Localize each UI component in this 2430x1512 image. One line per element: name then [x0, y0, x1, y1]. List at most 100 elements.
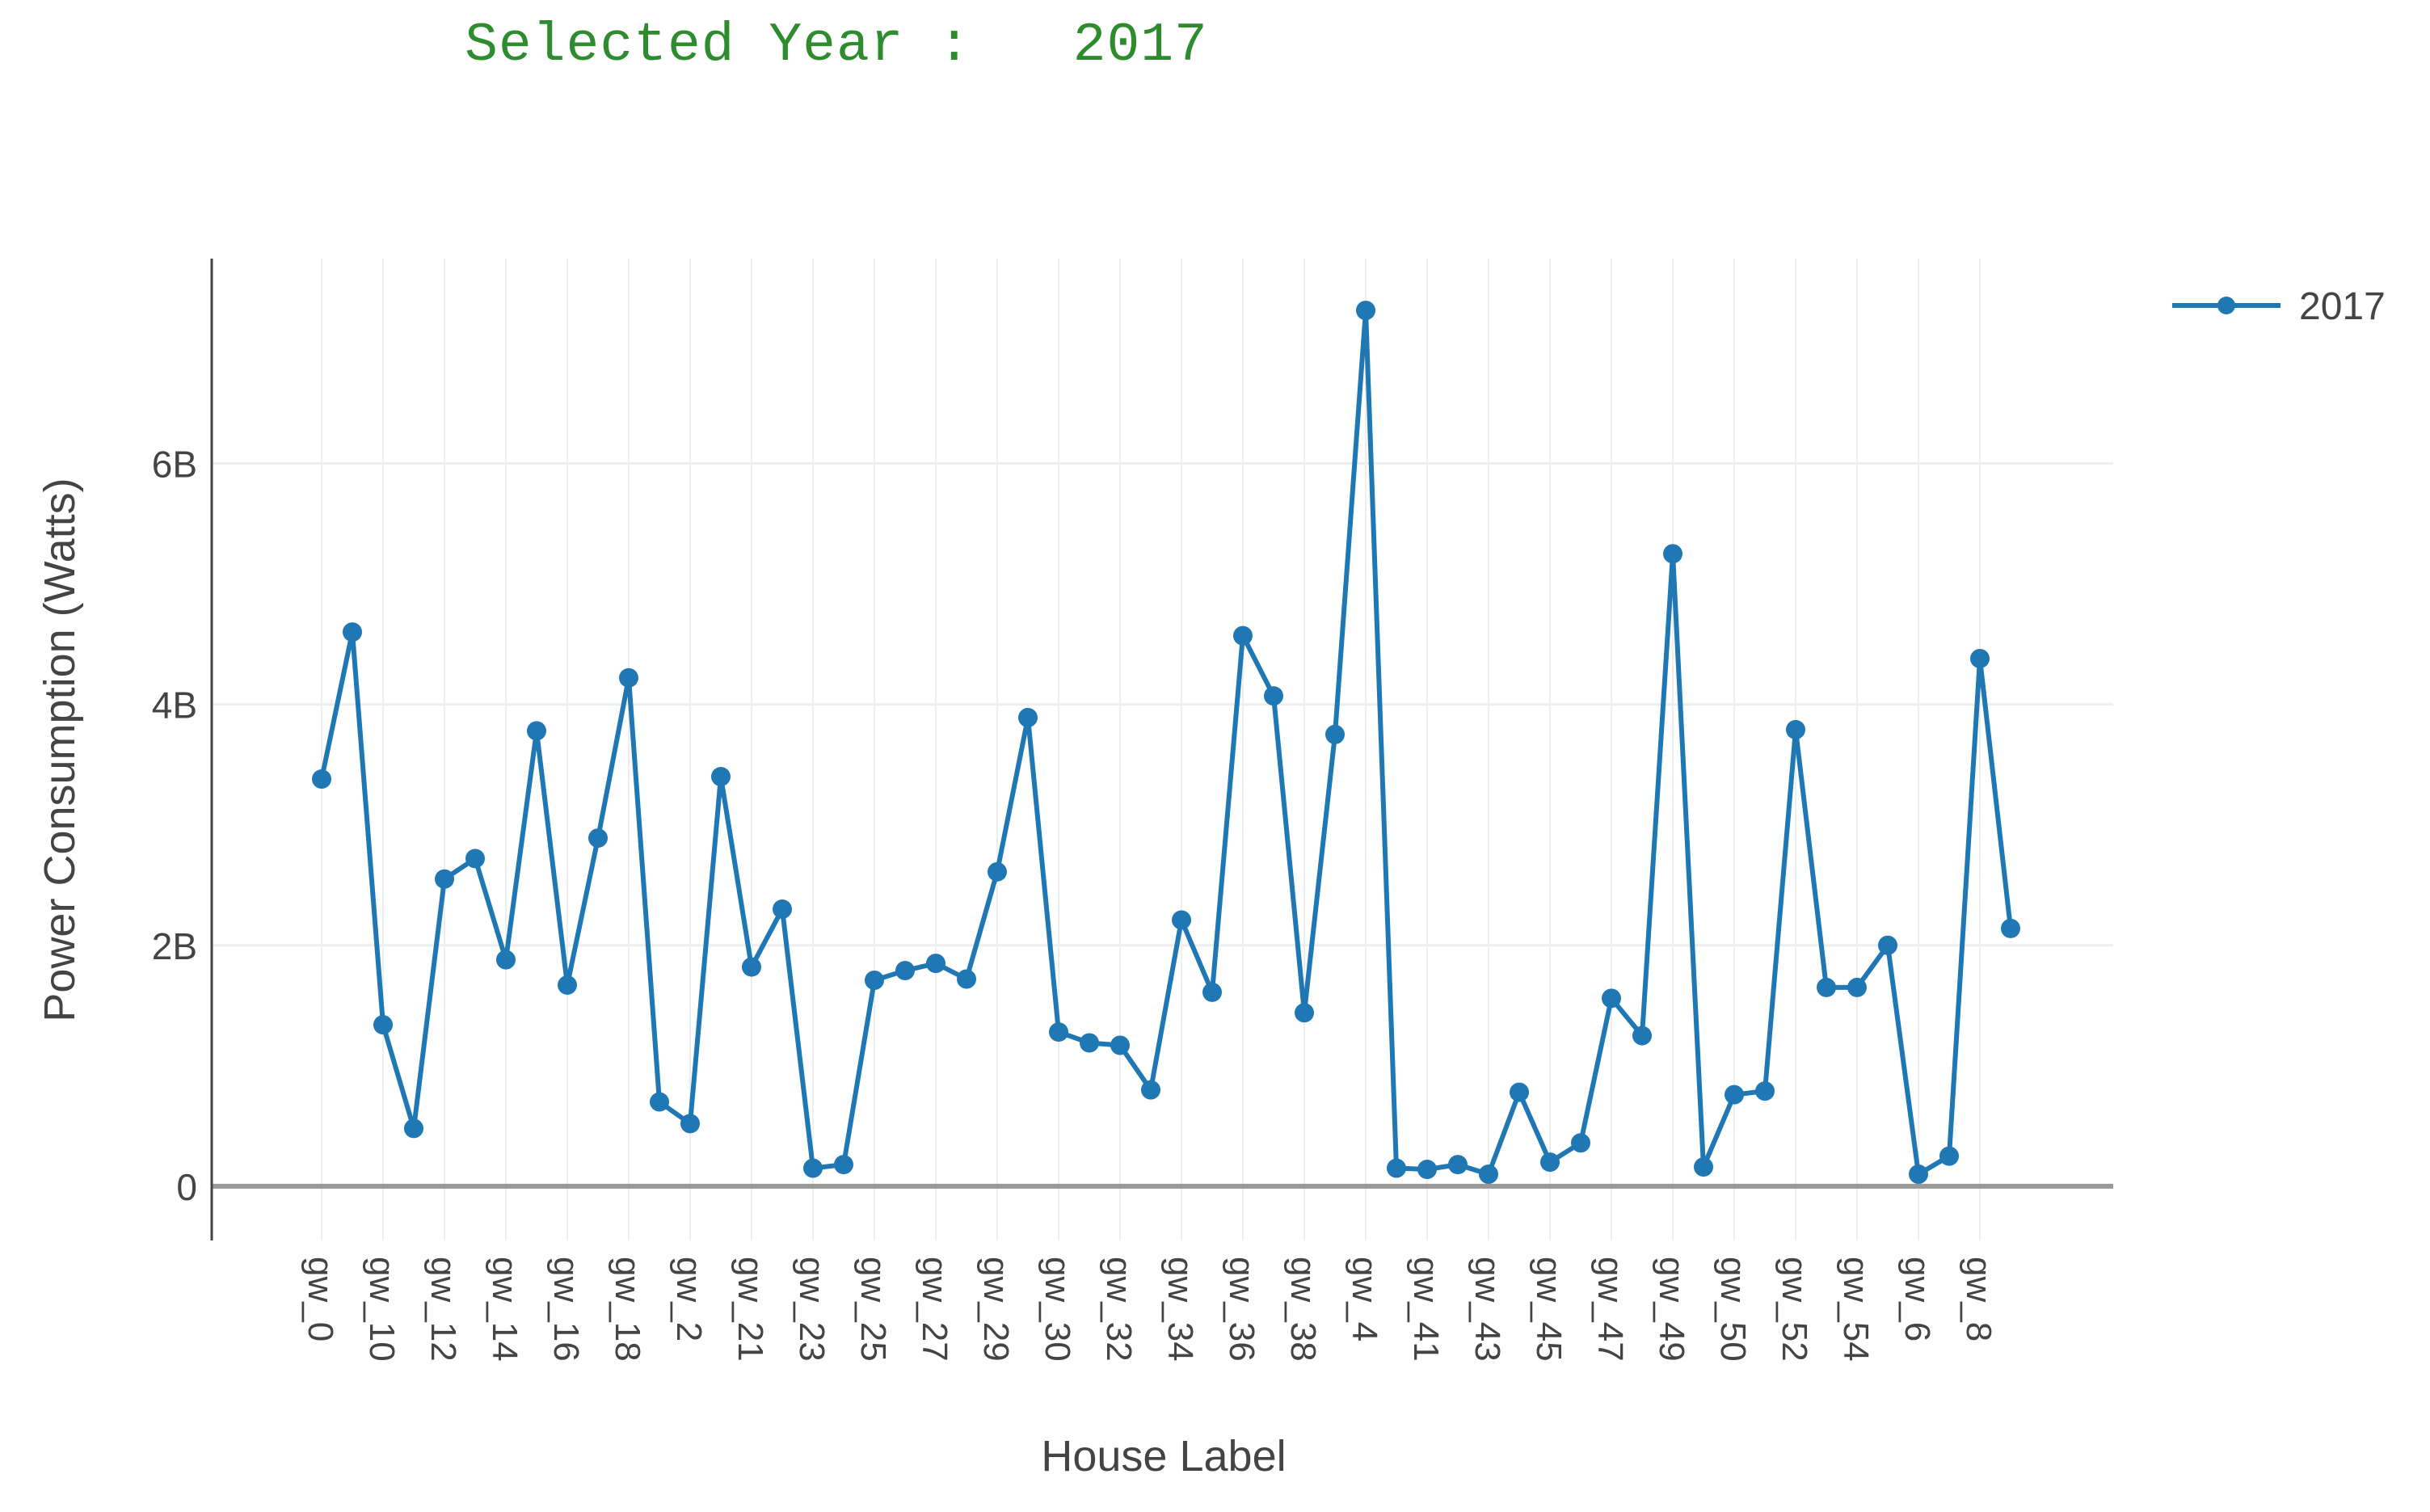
x-tick-labels: gw_0 gw_10 gw_12 gw_14 gw_16 gw_18 gw_2 gw_21 gw… [301, 1257, 1998, 1362]
x-tick-label: gw_4 [1345, 1257, 1384, 1341]
data-point[interactable] [1909, 1165, 1928, 1185]
data-point[interactable] [1878, 935, 1897, 955]
x-tick-label: gw_38 [1283, 1257, 1323, 1362]
x-tick-label: gw_47 [1590, 1257, 1630, 1362]
x-tick-label: gw_0 [301, 1257, 340, 1341]
data-point[interactable] [1571, 1133, 1590, 1153]
data-point[interactable] [865, 970, 884, 990]
data-point[interactable] [650, 1092, 669, 1112]
x-tick-label: gw_21 [731, 1257, 770, 1362]
data-point[interactable] [1018, 707, 1038, 727]
data-point[interactable] [527, 721, 546, 741]
data-point[interactable] [373, 1015, 393, 1035]
grid-layer [212, 259, 2113, 1240]
x-tick-label: gw_32 [1099, 1257, 1139, 1362]
x-tick-label: gw_34 [1160, 1257, 1200, 1362]
data-point[interactable] [2001, 918, 2020, 938]
data-point[interactable] [1141, 1080, 1160, 1100]
x-tick-label: gw_36 [1222, 1257, 1261, 1362]
y-tick-label: 2B [152, 925, 197, 967]
data-point[interactable] [1817, 977, 1836, 997]
data-point[interactable] [1755, 1081, 1775, 1101]
selected-year-value: 2017 [1072, 15, 1208, 77]
data-point[interactable] [1448, 1155, 1468, 1175]
data-point[interactable] [1540, 1152, 1560, 1173]
data-point[interactable] [988, 861, 1007, 882]
data-point[interactable] [1694, 1157, 1713, 1177]
series-line [319, 308, 2013, 1177]
y-tick-label: 6B [152, 443, 197, 485]
x-tick-label: gw_18 [608, 1257, 647, 1362]
y-tick-label: 0 [176, 1166, 197, 1208]
data-point[interactable] [1786, 719, 1805, 739]
data-point[interactable] [435, 869, 454, 889]
y-axis-title: Power Consumption (Watts) [36, 478, 84, 1021]
x-tick-label: gw_29 [976, 1257, 1016, 1362]
data-point[interactable] [343, 622, 362, 642]
x-tick-label: gw_54 [1836, 1257, 1876, 1362]
data-point[interactable] [834, 1155, 853, 1175]
data-point[interactable] [1233, 625, 1253, 646]
data-point[interactable] [957, 969, 976, 989]
data-point[interactable] [1479, 1165, 1498, 1185]
data-point[interactable] [1110, 1035, 1130, 1055]
data-point[interactable] [1080, 1033, 1099, 1053]
data-point[interactable] [1632, 1026, 1652, 1046]
x-tick-label: gw_25 [853, 1257, 893, 1362]
data-point[interactable] [312, 769, 331, 790]
data-point[interactable] [742, 957, 761, 977]
data-point[interactable] [404, 1118, 423, 1139]
selected-year-header: Selected Year : 2017 [0, 15, 1673, 77]
data-point[interactable] [1417, 1160, 1437, 1180]
data-point[interactable] [895, 961, 915, 981]
selected-year-label: Selected Year : [465, 15, 972, 77]
y-tick-labels: 0 2B 4B 6B [152, 443, 197, 1207]
x-tick-label: gw_50 [1713, 1257, 1753, 1362]
legend-label: 2017 [2299, 285, 2386, 328]
data-point[interactable] [1387, 1158, 1406, 1178]
y-tick-label: 4B [152, 684, 197, 727]
x-tick-label: gw_23 [792, 1257, 832, 1362]
data-point[interactable] [588, 828, 608, 849]
data-point[interactable] [558, 975, 577, 995]
data-point[interactable] [773, 899, 792, 920]
data-point[interactable] [1295, 1003, 1314, 1023]
x-tick-label: gw_49 [1652, 1257, 1691, 1362]
data-point[interactable] [619, 668, 638, 688]
data-point[interactable] [1049, 1022, 1068, 1042]
x-tick-label: gw_52 [1775, 1257, 1814, 1362]
x-tick-label: gw_14 [485, 1257, 524, 1362]
data-point[interactable] [803, 1158, 823, 1178]
data-point[interactable] [1325, 724, 1345, 744]
x-tick-label: gw_27 [915, 1257, 954, 1362]
data-point[interactable] [1663, 544, 1682, 564]
x-tick-label: gw_41 [1406, 1257, 1446, 1362]
x-tick-label: gw_45 [1529, 1257, 1569, 1362]
data-point[interactable] [465, 849, 485, 869]
data-point[interactable] [1939, 1146, 1959, 1166]
data-point[interactable] [1847, 977, 1867, 997]
data-point[interactable] [711, 767, 731, 787]
x-tick-label: gw_10 [362, 1257, 402, 1362]
data-point[interactable] [1172, 910, 1191, 930]
series-layer [312, 301, 2020, 1185]
data-point[interactable] [1510, 1082, 1529, 1102]
data-point[interactable] [1602, 988, 1621, 1009]
x-tick-label: gw_6 [1897, 1257, 1937, 1341]
data-point[interactable] [680, 1114, 700, 1134]
data-point[interactable] [1970, 648, 1990, 668]
data-point[interactable] [1725, 1085, 1744, 1105]
data-point[interactable] [926, 954, 945, 974]
data-point[interactable] [1264, 686, 1283, 706]
legend[interactable]: 2017 [2172, 285, 2386, 328]
x-tick-label: gw_30 [1038, 1257, 1077, 1362]
x-tick-label: gw_8 [1959, 1257, 1998, 1341]
legend-marker [2217, 297, 2235, 314]
data-point[interactable] [1356, 301, 1375, 321]
x-tick-label: gw_16 [546, 1257, 586, 1362]
data-point[interactable] [1202, 982, 1222, 1002]
x-tick-label: gw_2 [669, 1257, 709, 1341]
x-tick-label: gw_12 [423, 1257, 463, 1362]
data-point[interactable] [496, 950, 516, 970]
